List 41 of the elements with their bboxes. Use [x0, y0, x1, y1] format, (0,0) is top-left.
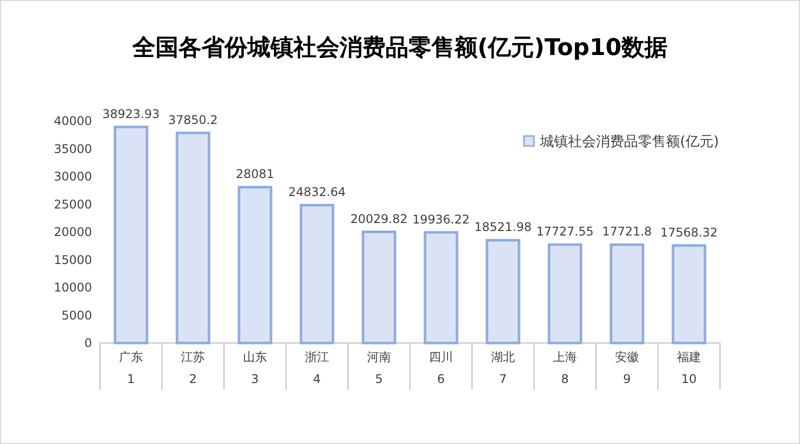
x-tick-label: 上海 8 — [553, 350, 577, 386]
y-tick-label: 25000 — [54, 197, 92, 212]
bar — [300, 204, 334, 344]
data-label: 38923.93 — [102, 106, 160, 121]
bar — [114, 126, 148, 344]
data-label: 18521.98 — [474, 220, 532, 234]
bar — [424, 231, 458, 344]
data-label: 17727.55 — [536, 224, 594, 239]
x-tick-label: 广东 1 — [119, 350, 143, 386]
data-label: 24832.64 — [288, 185, 346, 200]
y-tick-label: 10000 — [54, 280, 92, 294]
x-tick-label: 安徽 9 — [615, 350, 639, 386]
data-label: 37850.2 — [168, 112, 218, 127]
x-tick-label: 四川 6 — [429, 350, 453, 386]
data-label: 20029.82 — [350, 212, 408, 226]
x-tick-label: 湖北 7 — [491, 350, 515, 386]
y-tick-label: 15000 — [54, 252, 92, 267]
x-tick-label: 福建 10 — [677, 350, 701, 386]
x-tick-label: 山东 3 — [243, 350, 267, 386]
chart-title: 全国各省份城镇社会消费品零售额(亿元)Top10数据 — [132, 35, 668, 61]
bar — [238, 186, 272, 344]
y-tick-label: 30000 — [54, 170, 92, 184]
y-tick-label: 0 — [84, 336, 92, 350]
bar — [362, 230, 396, 344]
x-tick-label: 河南 5 — [367, 350, 391, 386]
y-tick-label: 20000 — [54, 225, 92, 239]
bar — [176, 132, 210, 344]
x-tick-label: 浙江 4 — [305, 350, 329, 386]
data-label: 19936.22 — [412, 212, 470, 226]
bar — [548, 243, 582, 344]
x-tick-label: 江苏 2 — [181, 350, 205, 386]
legend-label: 城镇社会消费品零售额(亿元) — [539, 134, 719, 150]
bar — [610, 243, 644, 344]
data-label: 17721.8 — [602, 224, 652, 239]
y-tick-label: 5000 — [61, 308, 92, 322]
data-label: 17568.32 — [660, 225, 718, 240]
y-tick-label: 40000 — [54, 114, 92, 128]
bar — [486, 238, 520, 344]
y-tick-label: 35000 — [54, 142, 92, 156]
bar — [672, 244, 706, 344]
data-label: 28081 — [236, 167, 274, 182]
